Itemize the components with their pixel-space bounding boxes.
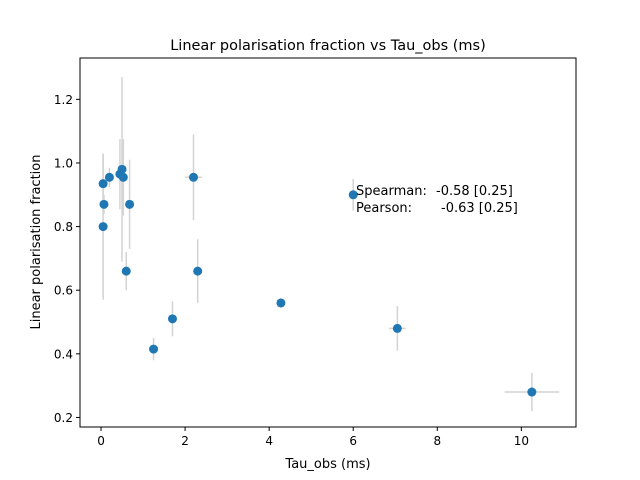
data-point [188,172,198,182]
data-point [167,314,177,324]
y-axis-label: Linear polarisation fraction [29,155,44,330]
data-point [104,172,114,182]
data-point [125,199,135,209]
y-axis-ticks: 0.2 0.4 0.6 0.8 1.0 1.2 [54,93,80,425]
data-point [193,266,203,276]
x-tick-label: 0 [97,434,105,448]
pearson-label: Pearson: [356,201,412,216]
x-axis-ticks: 0 2 4 6 8 10 [97,427,529,448]
data-point [98,179,108,189]
y-tick-label: 1.0 [54,156,73,170]
spearman-label: Spearman: [356,184,427,199]
correlation-annotation: Spearman: -0.58 [0.25] Pearson: -0.63 [0… [356,184,518,216]
data-point [117,164,127,174]
y-tick-label: 0.8 [54,220,73,234]
y-tick-label: 0.2 [54,411,73,425]
x-axis-label: Tau_obs (ms) [284,457,370,472]
data-point [149,344,159,354]
y-tick-label: 0.4 [54,347,73,361]
x-tick-label: 6 [349,434,357,448]
pearson-value: -0.63 [0.25] [441,201,518,216]
y-tick-label: 1.2 [54,93,73,107]
x-tick-label: 4 [265,434,273,448]
data-point [121,266,131,276]
data-point [118,172,128,182]
data-point [392,323,402,333]
data-points [98,164,537,397]
chart-title: Linear polarisation fraction vs Tau_obs … [170,38,486,54]
data-point [527,387,537,397]
x-tick-label: 2 [181,434,189,448]
data-point [99,199,109,209]
data-point [276,298,286,308]
y-tick-label: 0.6 [54,284,73,298]
plot-area-frame [79,57,577,428]
data-point [348,190,358,200]
spearman-value: -0.58 [0.25] [436,184,513,199]
x-tick-label: 10 [514,434,529,448]
data-point [98,222,108,232]
x-tick-label: 8 [433,434,441,448]
